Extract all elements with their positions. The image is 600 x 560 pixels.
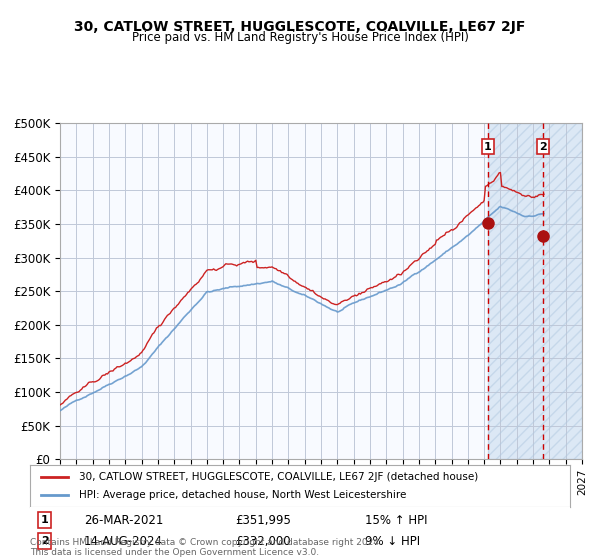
Text: 30, CATLOW STREET, HUGGLESCOTE, COALVILLE, LE67 2JF: 30, CATLOW STREET, HUGGLESCOTE, COALVILL… <box>74 20 526 34</box>
Bar <box>488 123 582 459</box>
Text: 15% ↑ HPI: 15% ↑ HPI <box>365 514 427 526</box>
Text: 2: 2 <box>41 536 49 546</box>
Text: £351,995: £351,995 <box>235 514 291 526</box>
Text: Contains HM Land Registry data © Crown copyright and database right 2024.
This d: Contains HM Land Registry data © Crown c… <box>30 538 382 557</box>
Text: 1: 1 <box>41 515 49 525</box>
Text: 9% ↓ HPI: 9% ↓ HPI <box>365 535 420 548</box>
Text: 14-AUG-2024: 14-AUG-2024 <box>84 535 163 548</box>
Text: Price paid vs. HM Land Registry's House Price Index (HPI): Price paid vs. HM Land Registry's House … <box>131 31 469 44</box>
Bar <box>488 123 582 459</box>
Text: 1: 1 <box>484 142 492 152</box>
Text: 26-MAR-2021: 26-MAR-2021 <box>84 514 163 526</box>
Text: £332,000: £332,000 <box>235 535 291 548</box>
Text: HPI: Average price, detached house, North West Leicestershire: HPI: Average price, detached house, Nort… <box>79 490 406 500</box>
Text: 2: 2 <box>539 142 547 152</box>
Text: 30, CATLOW STREET, HUGGLESCOTE, COALVILLE, LE67 2JF (detached house): 30, CATLOW STREET, HUGGLESCOTE, COALVILL… <box>79 472 478 482</box>
